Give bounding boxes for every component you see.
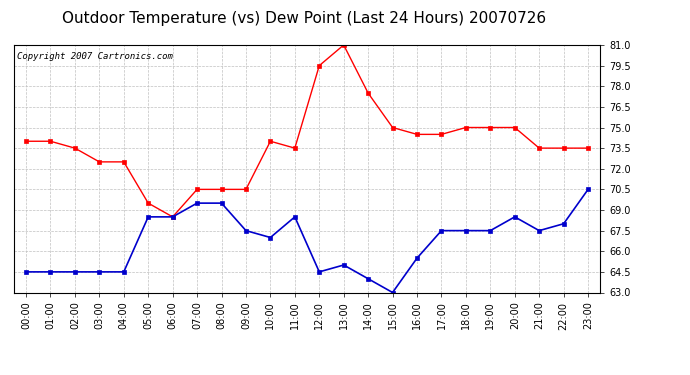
Text: Copyright 2007 Cartronics.com: Copyright 2007 Cartronics.com — [17, 53, 172, 62]
Text: Outdoor Temperature (vs) Dew Point (Last 24 Hours) 20070726: Outdoor Temperature (vs) Dew Point (Last… — [61, 11, 546, 26]
